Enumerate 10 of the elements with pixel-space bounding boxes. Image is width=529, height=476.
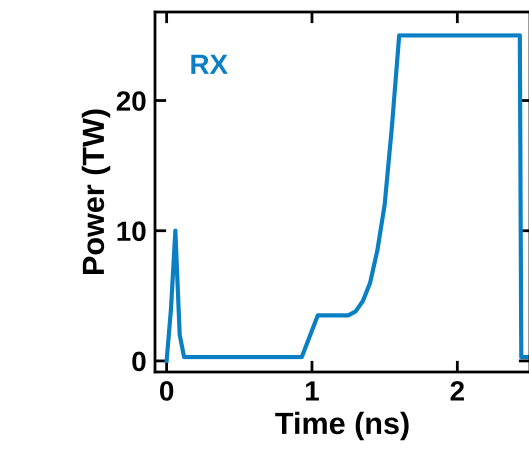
line-series — [164, 33, 529, 364]
x-axis-title: Time (ns) — [275, 412, 409, 440]
y-tick-label: 0 — [132, 352, 146, 372]
y-axis-title: Power (TW) — [82, 109, 110, 274]
y-tick-label: 20 — [116, 91, 146, 111]
x-tick-label: 1 — [306, 381, 319, 400]
x-tick-label: 2 — [450, 381, 464, 400]
x-tick-label: 0 — [160, 381, 174, 401]
text: RX — [191, 54, 228, 74]
y-tick-label: 10 — [118, 221, 146, 242]
